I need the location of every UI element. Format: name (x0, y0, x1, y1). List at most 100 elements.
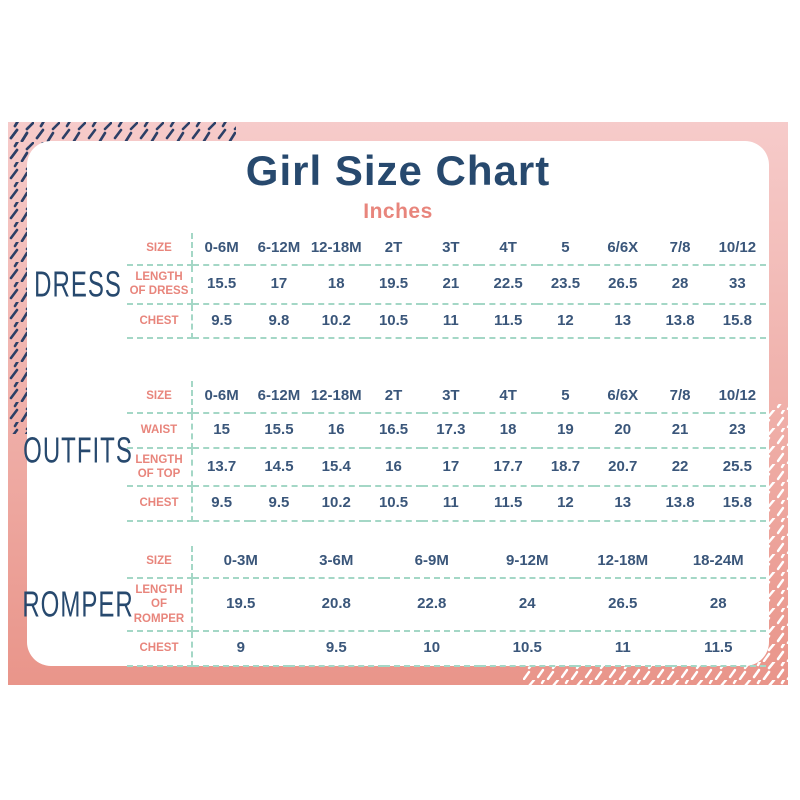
decorative-frame: Girl Size Chart Inches DRESS SIZE 0-6M 6-1… (8, 122, 788, 685)
measurement-value: 18.7 (536, 449, 595, 488)
row-label: LENGTH OF TOP (127, 448, 193, 488)
measurement-value: 13 (594, 487, 652, 522)
size-column-header: 4T (479, 233, 537, 266)
row-label: WAIST (127, 413, 193, 449)
measurement-value: 16 (364, 449, 423, 488)
measurement-value: 18 (479, 414, 537, 449)
size-column-header: 7/8 (651, 381, 709, 414)
measurement-value: 19.5 (364, 266, 423, 305)
size-column-header: 3T (422, 381, 480, 414)
size-column-header: 6-12M (250, 381, 308, 414)
measurement-value: 9.8 (250, 305, 308, 340)
size-column-header: 7/8 (651, 233, 709, 266)
row-label: CHEST (127, 631, 193, 667)
measurement-value: 28 (651, 266, 709, 305)
size-column-header: 0-3M (193, 546, 289, 579)
measurement-value: 19.5 (193, 579, 289, 632)
dress-size-table: SIZE 0-6M 6-12M 12-18M 2T 3T 4T 5 6/6X 7/8 10/12 LE… (127, 233, 766, 340)
measurement-value: 26.5 (575, 579, 671, 632)
measurement-value: 16.5 (364, 414, 423, 449)
measurement-value: 15.8 (708, 487, 766, 522)
measurement-value: 14.5 (250, 449, 308, 488)
measurement-value: 20.7 (594, 449, 652, 488)
measurement-value: 17 (422, 449, 480, 488)
measurement-value: 13 (594, 305, 652, 340)
measurement-value: 19 (536, 414, 595, 449)
measurement-value: 11.5 (479, 305, 537, 340)
section-title-text: ROMPER (22, 585, 134, 626)
row-label: CHEST (127, 304, 193, 340)
measurement-value: 18 (307, 266, 365, 305)
measurement-value: 13.7 (193, 449, 251, 488)
size-column-header: 12-18M (307, 233, 365, 266)
size-column-header: 4T (479, 381, 537, 414)
size-column-header: 5 (536, 233, 595, 266)
row-label: LENGTH OF DRESS (127, 265, 193, 305)
measurement-value: 10.5 (364, 305, 423, 340)
measurement-value: 17.3 (422, 414, 480, 449)
size-column-header: 0-6M (193, 233, 251, 266)
section-title-dress: DRESS (33, 233, 123, 339)
measurement-value: 9.5 (288, 632, 384, 667)
size-column-header: 2T (364, 381, 423, 414)
measurement-value: 11 (422, 305, 480, 340)
measurement-value: 33 (708, 266, 766, 305)
row-label: SIZE (127, 546, 193, 579)
measurement-value: 10.5 (479, 632, 575, 667)
size-column-header: 6-9M (384, 546, 480, 579)
measurement-value: 22.5 (479, 266, 537, 305)
size-column-header: 10/12 (708, 233, 766, 266)
row-label: CHEST (127, 487, 193, 522)
page-title: Girl Size Chart (245, 147, 551, 194)
outfits-size-table: SIZE 0-6M 6-12M 12-18M 2T 3T 4T 5 6/6X 7/8 10/12 WA… (127, 381, 766, 522)
measurement-value: 15.5 (250, 414, 308, 449)
measurement-value: 23 (708, 414, 766, 449)
size-column-header: 9-12M (479, 546, 575, 579)
section-title-romper: ROMPER (22, 546, 132, 667)
section-romper: ROMPER SIZE 0-3M 3-6M 6-9M 9-12M 12-18M 18-24M… (22, 546, 766, 667)
measurement-value: 11.5 (670, 632, 766, 667)
measurement-value: 22.8 (384, 579, 480, 632)
measurement-value: 9 (193, 632, 289, 667)
size-column-header: 6/6X (594, 381, 652, 414)
measurement-value: 20.8 (288, 579, 384, 632)
measurement-value: 28 (670, 579, 766, 632)
measurement-value: 25.5 (708, 449, 766, 488)
measurement-value: 21 (651, 414, 709, 449)
size-column-header: 12-18M (307, 381, 365, 414)
romper-size-table: SIZE 0-3M 3-6M 6-9M 9-12M 12-18M 18-24M LENGTH … (127, 546, 766, 667)
confetti-bottomright-side-strip (768, 404, 788, 685)
measurement-value: 10.5 (364, 487, 423, 522)
size-column-header: 18-24M (670, 546, 766, 579)
size-column-header: 5 (536, 381, 595, 414)
size-column-header: 3-6M (288, 546, 384, 579)
measurement-value: 13.8 (651, 487, 709, 522)
row-label: LENGTH OF ROMPER (127, 578, 193, 632)
measurement-value: 12 (536, 487, 595, 522)
measurement-value: 15.4 (307, 449, 365, 488)
measurement-value: 16 (307, 414, 365, 449)
measurement-value: 10.2 (307, 305, 365, 340)
confetti-bottomright-bottom-strip (523, 665, 788, 685)
measurement-value: 15.5 (193, 266, 251, 305)
row-label: SIZE (127, 233, 193, 266)
row-label: SIZE (127, 381, 193, 414)
confetti-topleft-side-strip (8, 122, 28, 434)
measurement-value: 11 (422, 487, 480, 522)
measurement-value: 22 (651, 449, 709, 488)
section-outfits: OUTFITS SIZE 0-6M 6-12M 12-18M 2T 3T 4T 5 6/6X 7/… (23, 381, 766, 522)
size-column-header: 10/12 (708, 381, 766, 414)
measurement-value: 11 (575, 632, 671, 667)
units-subtitle: Inches (363, 200, 433, 223)
measurement-value: 17 (250, 266, 308, 305)
measurement-value: 11.5 (479, 487, 537, 522)
measurement-value: 9.5 (193, 305, 251, 340)
measurement-value: 9.5 (250, 487, 308, 522)
measurement-value: 12 (536, 305, 595, 340)
measurement-value: 26.5 (594, 266, 652, 305)
measurement-value: 17.7 (479, 449, 537, 488)
section-title-text: DRESS (34, 265, 122, 306)
measurement-value: 21 (422, 266, 480, 305)
measurement-value: 9.5 (193, 487, 251, 522)
